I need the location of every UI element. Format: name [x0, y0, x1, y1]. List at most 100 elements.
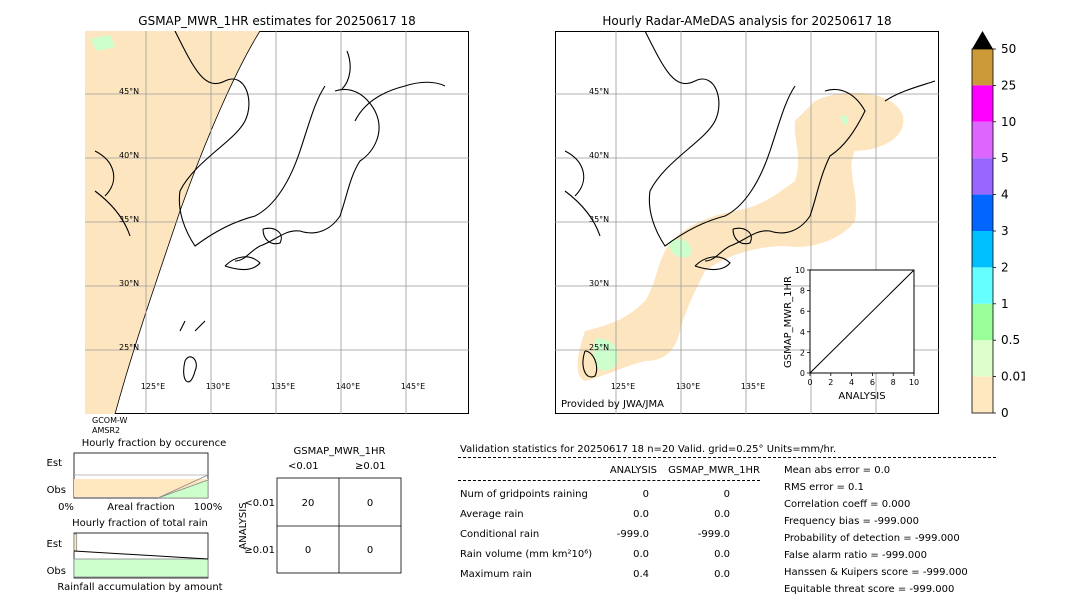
total-rain-xlabel: Rainfall accumulation by amount — [57, 582, 222, 592]
stats-row-label: Maximum rain — [460, 569, 532, 580]
contingency-title: GSMAP_MWR_1HR — [293, 446, 386, 457]
stats-col-divider — [458, 480, 760, 481]
colorbar: 50 25 10 5 4 3 2 1 0.5 0.01 0 — [971, 31, 1025, 420]
score-item: Frequency bias = -999.000 — [784, 516, 919, 527]
contingency-col-0: <0.01 — [288, 461, 319, 472]
left-map-coastline — [94, 31, 446, 383]
satellite-name: GCOM-W — [92, 416, 128, 425]
lon-label: 135°E — [271, 382, 295, 391]
stats-row-analysis: 0.0 — [633, 509, 649, 520]
lon-label: 130°E — [206, 382, 230, 391]
stats-row-analysis: 0.0 — [633, 549, 649, 560]
lat-label: 30°N — [589, 279, 609, 288]
colorbar-label: 0.5 — [1001, 333, 1020, 347]
lon-label: 135°E — [741, 382, 765, 391]
scatter-reference-line — [809, 269, 915, 374]
contingency-col-1: ≥0.01 — [355, 461, 386, 472]
stats-col-gsmap: GSMAP_MWR_1HR — [668, 465, 760, 476]
score-item: Mean abs error = 0.0 — [784, 465, 891, 476]
satellite-info: GCOM-W AMSR2 — [92, 416, 127, 436]
colorbar-swatch — [972, 303, 993, 341]
total-rain-chart: Est Obs Rainfall accumulation by amount — [47, 532, 223, 592]
colorbar-swatch — [972, 267, 993, 304]
total-rain-est-bar — [73, 533, 78, 552]
right-map-lon-labels: 125°E 130°E 135°E — [611, 382, 765, 391]
map-credit: Provided by JWA/JMA — [561, 399, 664, 410]
lat-label: 35°N — [119, 215, 139, 224]
contingency-cell: 20 — [302, 498, 315, 509]
total-rain-line — [73, 550, 209, 560]
score-item: RMS error = 0.1 — [784, 482, 864, 493]
score-item: False alarm ratio = -999.000 — [784, 550, 927, 561]
stats-row: Num of gridpoints raining 0 0 — [460, 489, 760, 509]
colorbar-over-triangle — [972, 31, 993, 49]
occurence-obs-label: Obs — [47, 485, 66, 496]
scores-list: Mean abs error = 0.0 RMS error = 0.1 Cor… — [784, 462, 968, 598]
colorbar-label: 0 — [1001, 406, 1009, 420]
left-map-lat-labels: 45°N 40°N 35°N 30°N 25°N — [119, 87, 139, 352]
occurence-title: Hourly fraction by occurence — [81, 438, 227, 449]
contingency-row-axis: ANALYSIS — [238, 502, 249, 549]
colorbar-label: 50 — [1001, 42, 1016, 56]
left-map-title: GSMAP_MWR_1HR estimates for 20250617 18 — [138, 14, 416, 28]
scatter-xtick-label: 0 — [807, 378, 812, 387]
stats-row-gsmap: 0.0 — [714, 569, 730, 580]
lat-label: 45°N — [119, 87, 139, 96]
total-rain-obs-label: Obs — [47, 566, 66, 577]
left-map-swath — [85, 31, 260, 414]
contingency-row-0: <0.01 — [244, 498, 275, 509]
scatter-xtick-label: 4 — [849, 378, 854, 387]
right-map-lat-labels: 45°N 40°N 35°N 30°N 25°N — [589, 87, 609, 352]
occurence-xtick-0: 0% — [58, 502, 74, 513]
contingency-cell: 0 — [305, 545, 311, 556]
colorbar-swatch — [972, 340, 993, 377]
scatter-ytick-label: 6 — [800, 307, 805, 316]
scatter-ytick-label: 4 — [800, 328, 805, 337]
score-item: Hanssen & Kuipers score = -999.000 — [784, 567, 968, 578]
stats-row-gsmap: -999.0 — [697, 529, 730, 540]
scatter-ytick-label: 8 — [800, 287, 805, 296]
colorbar-swatch — [972, 158, 993, 195]
scatter-xtick-label: 6 — [870, 378, 875, 387]
left-map-lon-labels: 125°E 130°E 135°E 140°E 145°E — [141, 382, 425, 391]
total-rain-est-label: Est — [47, 539, 63, 550]
score-item: Correlation coeff = 0.000 — [784, 499, 911, 510]
colorbar-label: 25 — [1001, 78, 1016, 92]
total-rain-obs-bar — [73, 558, 209, 578]
scatter-xlabel: ANALYSIS — [838, 391, 885, 402]
stats-row-gsmap: 0.0 — [714, 549, 730, 560]
scatter-ytick-label: 0 — [800, 369, 805, 378]
right-map-coastline — [564, 31, 936, 378]
stats-header: Validation statistics for 20250617 18 n=… — [460, 444, 837, 455]
lat-label: 40°N — [589, 151, 609, 160]
lat-label: 35°N — [589, 215, 609, 224]
lon-label: 140°E — [336, 382, 360, 391]
scatter-xtick-label: 10 — [909, 378, 919, 387]
colorbar-label: 3 — [1001, 224, 1009, 238]
stats-row-gsmap: 0 — [723, 489, 730, 500]
radar-coverage — [577, 92, 904, 381]
stats-col-analysis: ANALYSIS — [609, 465, 657, 476]
lat-label: 45°N — [589, 87, 609, 96]
total-rain-title: Hourly fraction of total rain — [72, 518, 208, 529]
stats-row-analysis: -999.0 — [616, 529, 649, 540]
lat-label: 25°N — [119, 343, 139, 352]
left-map: 45°N 40°N 35°N 30°N 25°N 125°E 130°E 135… — [85, 31, 469, 414]
colorbar-swatch — [972, 231, 993, 268]
contingency-cell: 0 — [367, 545, 373, 556]
colorbar-swatch — [972, 49, 993, 86]
score-item: Equitable threat score = -999.000 — [784, 584, 955, 595]
lat-label: 30°N — [119, 279, 139, 288]
stats-row-gsmap: 0.0 — [714, 509, 730, 520]
colorbar-swatch — [972, 121, 993, 159]
stats-row-label: Num of gridpoints raining — [460, 489, 588, 500]
stats-row: Average rain 0.0 0.0 — [460, 509, 760, 529]
scatter-ytick-label: 10 — [795, 266, 805, 275]
stats-row: Conditional rain -999.0 -999.0 — [460, 529, 760, 549]
scatter-xtick-label: 2 — [828, 378, 833, 387]
colorbar-label: 1 — [1001, 297, 1009, 311]
lon-label: 125°E — [611, 382, 635, 391]
lon-label: 130°E — [676, 382, 700, 391]
occurence-green-wedge — [157, 479, 209, 499]
contingency-cell: 0 — [367, 498, 373, 509]
